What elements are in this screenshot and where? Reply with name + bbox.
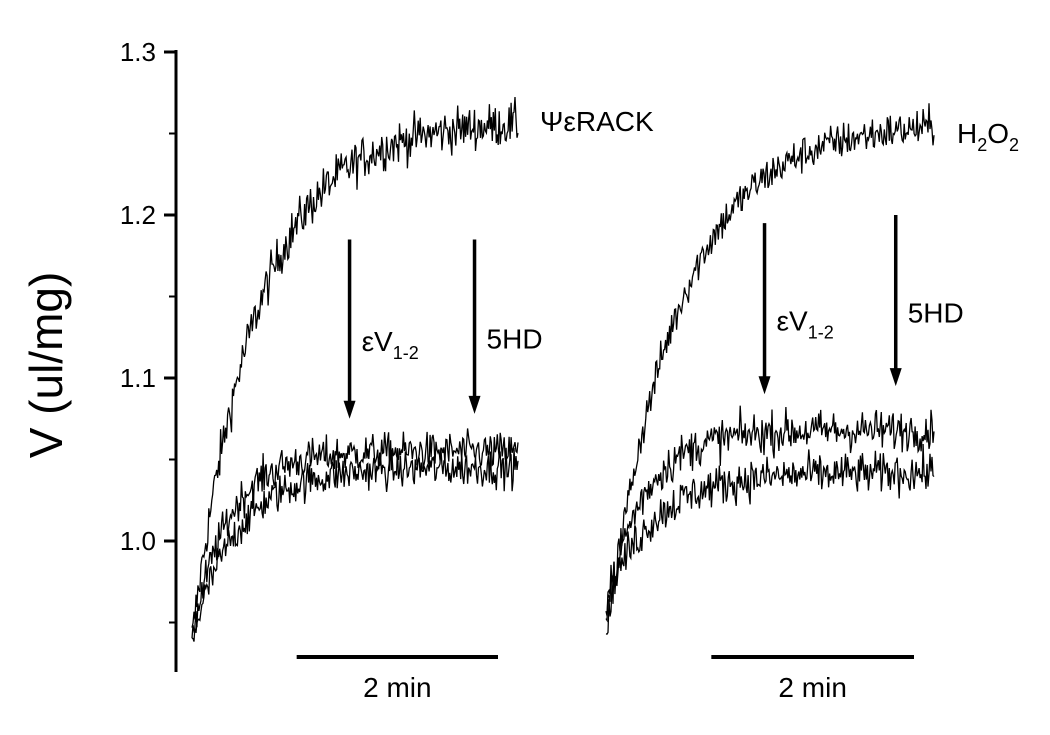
- trace-left-upper: [191, 96, 519, 628]
- arrow-5hd: 5HD: [889, 215, 964, 387]
- panel-label: ΨεRACK: [540, 106, 654, 137]
- panel-label: H2O2: [957, 118, 1019, 155]
- arrow-ev12: εV1-2: [343, 239, 419, 419]
- y-tick-label: 1.3: [120, 37, 156, 67]
- panel-right: H2O2 εV1-2 5HD 2 min: [605, 103, 1019, 703]
- y-axis: 1.0 1.1 1.2 1.3: [120, 37, 178, 672]
- y-tick-label: 1.0: [120, 526, 156, 556]
- y-tick-label: 1.1: [120, 363, 156, 393]
- arrow-label: 5HD: [908, 298, 964, 329]
- panel-left: ΨεRACK εV1-2 5HD 2 min: [191, 96, 654, 703]
- trace-right-lower-a: [605, 405, 935, 623]
- trace-right-upper: [605, 103, 935, 635]
- trace-right-lower-b: [605, 443, 935, 616]
- arrow-label: εV1-2: [362, 326, 419, 363]
- arrow-head: [758, 376, 771, 395]
- panels: ΨεRACK εV1-2 5HD 2 min H2O2 εV1-2 5HD 2 min: [191, 96, 1019, 703]
- arrow-head: [343, 400, 356, 419]
- arrow-head: [889, 368, 902, 387]
- arrow-head: [468, 395, 481, 414]
- arrow-ev12: εV1-2: [758, 223, 834, 395]
- scale-bar-label: 2 min: [363, 672, 431, 703]
- y-axis-label: V (ul/mg): [20, 272, 72, 459]
- scale-bar-label: 2 min: [778, 672, 846, 703]
- arrow-label: 5HD: [487, 324, 543, 355]
- arrow-5hd: 5HD: [468, 239, 543, 414]
- arrow-label: εV1-2: [777, 306, 834, 343]
- y-tick-label: 1.2: [120, 200, 156, 230]
- trace-left-lower-a: [191, 428, 519, 642]
- trace-left-lower-b: [191, 447, 519, 639]
